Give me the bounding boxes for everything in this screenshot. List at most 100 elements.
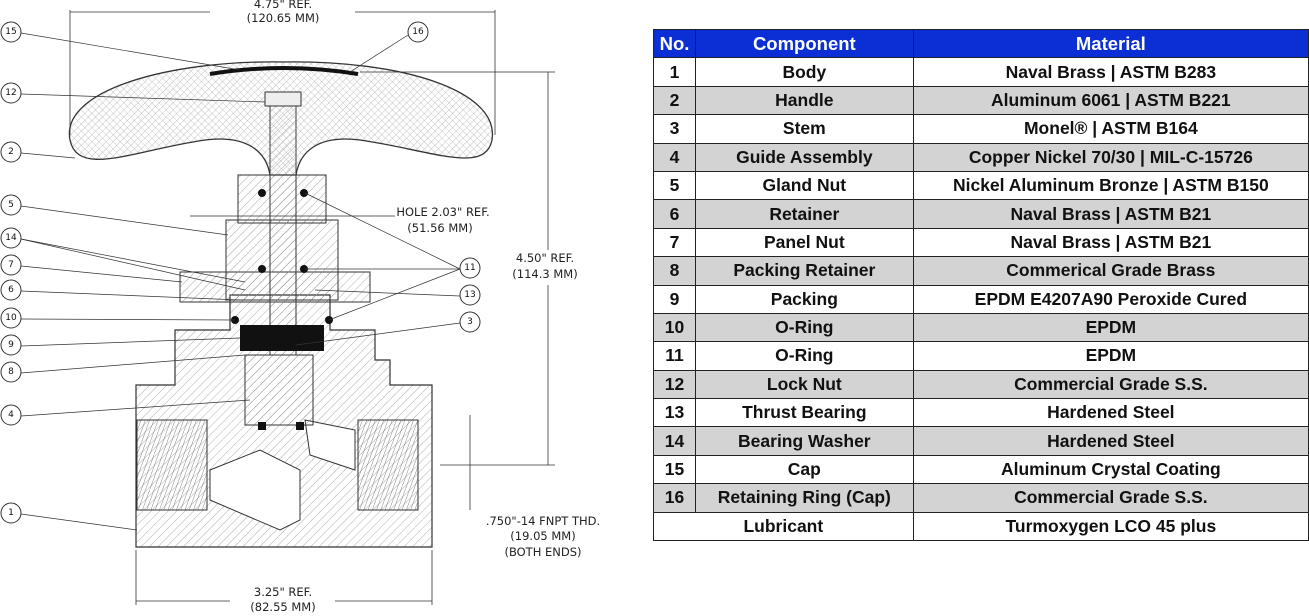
cell-component: Retainer: [694, 199, 914, 229]
cell-no: 5: [653, 170, 696, 201]
cell-no: 8: [653, 256, 696, 286]
valve-cross-section-drawing: 4.75" REF. (120.65 MM) HOLE 2.03" REF. (…: [0, 0, 601, 614]
thread-dim: .750"-14 FNPT THD.: [486, 514, 600, 528]
cell-component: Packing Retainer: [694, 256, 914, 286]
callout-9: 9: [0, 334, 22, 356]
lock-nut: [264, 91, 302, 107]
cell-component: Cap: [694, 454, 914, 485]
svg-text:11: 11: [464, 263, 475, 273]
table-row: 14 Bearing Washer Hardened Steel: [653, 426, 1309, 456]
cell-component: Bearing Washer: [694, 426, 914, 456]
callout-3: 3: [459, 311, 481, 333]
svg-text:6: 6: [8, 285, 14, 295]
cell-no: 16: [653, 483, 696, 513]
table-row: 2 Handle Aluminum 6061 | ASTM B221: [653, 85, 1309, 116]
cap: [209, 66, 359, 76]
cell-no: 3: [653, 114, 696, 144]
callout-7: 7: [0, 254, 22, 276]
cell-component: Panel Nut: [694, 227, 914, 258]
overall-width-dim-mm: (120.65 MM): [247, 11, 320, 25]
callout-10: 10: [0, 307, 22, 329]
lubricant-label: Lubricant: [653, 511, 914, 542]
cell-material: Hardened Steel: [912, 426, 1309, 456]
callout-11: 11: [459, 257, 481, 279]
right-port-thread: [357, 419, 419, 511]
svg-text:10: 10: [5, 313, 17, 323]
header-material: Material: [912, 28, 1309, 59]
cell-material: Commerical Grade Brass: [912, 256, 1309, 286]
body-width-dim-mm: (82.55 MM): [250, 600, 315, 614]
left-port-thread: [136, 419, 208, 511]
cell-component: Stem: [694, 114, 914, 144]
callouts: 15 16 12 2 5 14 7 6 10 9 8 4 1 11 13 3: [0, 21, 481, 524]
table-row: 13 Thrust Bearing Hardened Steel: [653, 398, 1309, 428]
cell-material: Commercial Grade S.S.: [912, 369, 1309, 400]
table-row: 11 O-Ring EPDM: [653, 341, 1309, 371]
cell-material: Naval Brass | ASTM B283: [912, 57, 1309, 87]
lubricant-row: Lubricant Turmoxygen LCO 45 plus: [653, 511, 1309, 542]
cell-material: EPDM E4207A90 Peroxide Cured: [912, 284, 1309, 314]
thread-dim-mm: (19.05 MM): [510, 529, 575, 543]
svg-text:5: 5: [8, 200, 14, 210]
svg-text:3: 3: [467, 317, 473, 327]
cell-no: 14: [653, 426, 696, 456]
svg-text:16: 16: [412, 27, 424, 37]
cell-component: Packing: [694, 284, 914, 314]
svg-text:14: 14: [5, 233, 17, 243]
callout-16: 16: [407, 21, 429, 43]
svg-text:4: 4: [8, 410, 14, 420]
callout-1: 1: [0, 502, 22, 524]
table-header-row: No. Component Material: [653, 28, 1309, 59]
cell-material: Aluminum Crystal Coating: [912, 454, 1309, 485]
cell-material: Naval Brass | ASTM B21: [912, 227, 1309, 258]
cell-no: 7: [653, 227, 696, 258]
svg-text:12: 12: [5, 88, 16, 98]
cell-no: 15: [653, 454, 696, 485]
svg-text:8: 8: [8, 367, 14, 377]
height-dim-mm: (114.3 MM): [512, 267, 577, 281]
handle: [68, 61, 493, 176]
callout-2: 2: [0, 141, 22, 163]
cell-no: 12: [653, 369, 696, 400]
table-row: 9 Packing EPDM E4207A90 Peroxide Cured: [653, 284, 1309, 314]
callout-5: 5: [0, 194, 22, 216]
cell-material: Naval Brass | ASTM B21: [912, 199, 1309, 229]
cell-component: Thrust Bearing: [694, 398, 914, 428]
guide-assembly: [244, 354, 314, 426]
table-row: 1 Body Naval Brass | ASTM B283: [653, 57, 1309, 87]
cell-component: Body: [694, 57, 914, 87]
cell-material: Commercial Grade S.S.: [912, 483, 1309, 513]
callout-4: 4: [0, 404, 22, 426]
packing: [240, 325, 324, 351]
svg-text:9: 9: [8, 340, 14, 350]
table-row: 6 Retainer Naval Brass | ASTM B21: [653, 199, 1309, 229]
table-row: 16 Retaining Ring (Cap) Commercial Grade S…: [653, 483, 1309, 513]
cell-no: 1: [653, 57, 696, 87]
cell-no: 9: [653, 284, 696, 314]
callout-15: 15: [0, 21, 22, 43]
table-row: 7 Panel Nut Naval Brass | ASTM B21: [653, 227, 1309, 258]
thread-dim-note: (BOTH ENDS): [504, 545, 581, 559]
table-row: 3 Stem Monel® | ASTM B164: [653, 114, 1309, 144]
hole-dim: HOLE 2.03" REF.: [396, 205, 489, 219]
cell-material: EPDM: [912, 312, 1309, 343]
table-row: 8 Packing Retainer Commerical Grade Brass: [653, 256, 1309, 286]
cell-no: 6: [653, 199, 696, 229]
header-component: Component: [694, 28, 914, 59]
bill-of-materials-table: No. Component Material 1 Body Naval Brass …: [653, 28, 1309, 542]
callout-14: 14: [0, 227, 22, 249]
cell-no: 4: [653, 142, 696, 172]
svg-text:2: 2: [8, 147, 14, 157]
header-no: No.: [653, 28, 696, 59]
cell-no: 10: [653, 312, 696, 343]
body-width-dim: 3.25" REF.: [254, 585, 312, 599]
svg-text:1: 1: [8, 508, 14, 518]
lubricant-material: Turmoxygen LCO 45 plus: [912, 511, 1309, 542]
cell-no: 2: [653, 85, 696, 116]
table-row: 4 Guide Assembly Copper Nickel 70/30 | MIL…: [653, 142, 1309, 172]
cell-material: Nickel Aluminum Bronze | ASTM B150: [912, 170, 1309, 201]
table-row: 5 Gland Nut Nickel Aluminum Bronze | ASTM …: [653, 170, 1309, 201]
cell-component: Handle: [694, 85, 914, 116]
dimension-labels: 4.75" REF. (120.65 MM) HOLE 2.03" REF. (…: [247, 0, 601, 614]
cell-component: Guide Assembly: [694, 142, 914, 172]
